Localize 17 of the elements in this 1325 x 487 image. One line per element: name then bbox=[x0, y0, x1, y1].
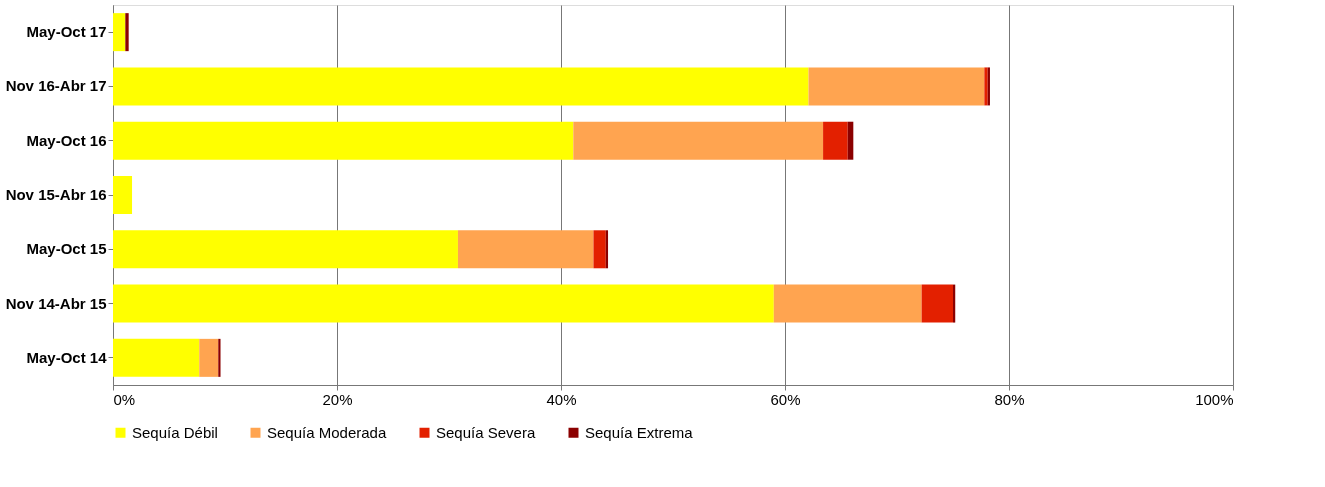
x-tick-label: 0% bbox=[113, 390, 136, 408]
y-tick-label: Nov 15-Abr 16 bbox=[5, 186, 107, 203]
y-tick-label: May-Oct 15 bbox=[26, 240, 107, 258]
x-tick-label: 60% bbox=[770, 390, 801, 408]
legend-label: Sequía Débil bbox=[132, 423, 218, 441]
legend-label: Sequía Severa bbox=[436, 423, 536, 441]
legend-label: Sequía Moderada bbox=[267, 423, 387, 441]
x-tick-label: 20% bbox=[322, 390, 353, 408]
y-tick-label: Nov 14-Abr 15 bbox=[5, 294, 107, 312]
y-tick-label: May-Oct 17 bbox=[26, 23, 107, 41]
y-tick-label: May-Oct 16 bbox=[26, 131, 107, 149]
x-tick-label: 80% bbox=[994, 390, 1025, 408]
x-tick-label: 100% bbox=[1195, 390, 1234, 408]
y-tick-label: Nov 16-Abr 17 bbox=[5, 77, 107, 95]
y-tick-label: May-Oct 14 bbox=[26, 348, 108, 366]
x-tick-label: 40% bbox=[546, 390, 577, 408]
legend-label: Sequía Extrema bbox=[585, 423, 694, 441]
